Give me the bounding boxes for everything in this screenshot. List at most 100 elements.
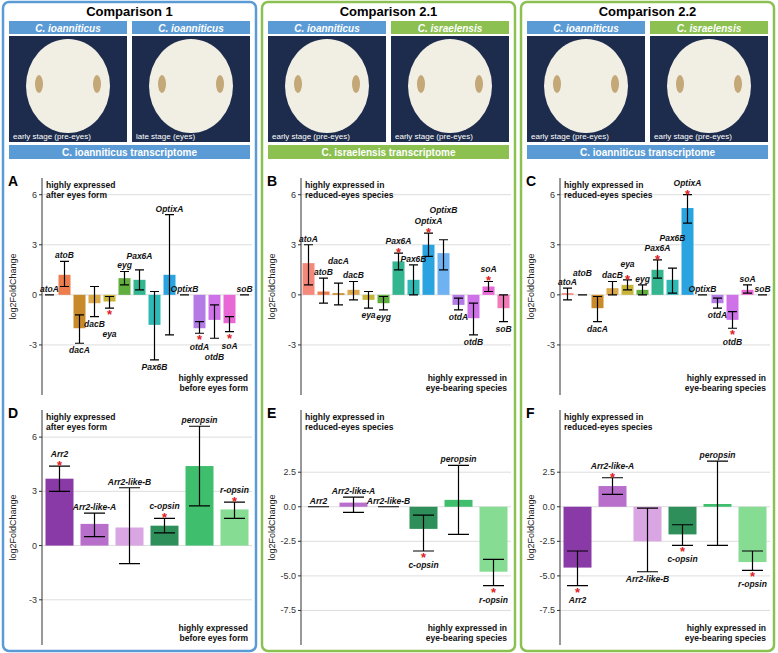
- category-label: eyg: [376, 312, 391, 322]
- error-bar: [304, 245, 313, 285]
- error-bar: [637, 508, 658, 572]
- category-label: OptixB: [430, 205, 458, 215]
- pigment: [93, 75, 101, 93]
- panel-letter: C: [526, 173, 536, 189]
- category-label: otdB: [205, 352, 224, 362]
- error-bar: [638, 285, 647, 295]
- category-label: atoA: [40, 284, 59, 294]
- species-box: [391, 21, 509, 34]
- species-label: C. ioanniticus: [158, 23, 224, 34]
- bar: [697, 294, 709, 295]
- error-bar: [135, 270, 144, 290]
- category-label: atoA: [299, 234, 318, 244]
- error-bar: [698, 294, 707, 295]
- annotation: highly expressed in: [305, 180, 384, 190]
- panel-title: Comparison 1: [86, 4, 173, 19]
- error-bar: [60, 261, 69, 286]
- error-bar: [180, 294, 189, 295]
- annotation: reduced-eyes species: [564, 422, 653, 432]
- error-bar: [593, 297, 602, 322]
- stage-label: early stage (pre-eyes): [395, 132, 473, 141]
- pigment: [475, 75, 483, 93]
- marks: [303, 233, 510, 335]
- y-axis-label: log2FoldChange: [526, 494, 536, 560]
- plot-background: [560, 410, 770, 645]
- category-label: soA: [480, 264, 496, 274]
- tick-label: 0: [32, 541, 37, 551]
- species-box: [650, 21, 768, 34]
- stage-label: early stage (pre-eyes): [13, 132, 91, 141]
- error-bar: [334, 283, 343, 305]
- pigment: [352, 75, 360, 93]
- error-bar: [349, 281, 358, 299]
- error-bar: [409, 265, 418, 295]
- annotation: highly expressed: [179, 373, 248, 383]
- figure: Comparison 1 C. ioanniticus early stage (p…: [0, 0, 778, 653]
- tick-label: 3: [32, 486, 37, 496]
- category-label: peropsin: [181, 415, 218, 425]
- grid-line: [42, 599, 252, 600]
- pigment: [294, 75, 302, 93]
- tick-label: -7.5: [539, 605, 555, 615]
- pigment: [734, 75, 742, 93]
- bar: [577, 294, 589, 295]
- error-bar: [413, 515, 434, 551]
- marks: [45, 215, 249, 360]
- grid-line: [560, 610, 770, 611]
- bar: [179, 294, 191, 295]
- tick-label: 0.0: [283, 502, 296, 512]
- tick-label: 0.0: [542, 502, 555, 512]
- error-bar: [84, 513, 105, 537]
- category-label: Pax6A: [386, 236, 412, 246]
- egg: [408, 39, 492, 133]
- category-label: Arr2: [309, 496, 328, 506]
- stage-label: early stage (pre-eyes): [272, 132, 350, 141]
- error-bar: [379, 297, 388, 310]
- bar: [375, 506, 403, 507]
- y-axis: [301, 178, 302, 395]
- error-bar: [150, 292, 159, 360]
- bar: [239, 294, 251, 295]
- plot-background: [560, 178, 770, 395]
- chart: -7.5-5.0-2.50.02.5highly expressed inred…: [526, 405, 770, 645]
- category-label: otdA: [449, 312, 468, 322]
- category-label: otdA: [190, 342, 209, 352]
- tick-label: -2.5: [280, 536, 296, 546]
- tick-label: -5.0: [539, 571, 555, 581]
- annotation: highly expressed in: [564, 412, 643, 422]
- chart: -7.5-5.0-2.50.02.5highly expressed inred…: [267, 405, 511, 645]
- category-label: r-opsin: [738, 579, 767, 589]
- grid-line: [560, 472, 770, 473]
- error-bar: [378, 506, 399, 507]
- error-bar: [189, 426, 210, 506]
- plot-background: [42, 178, 252, 395]
- category-label: eyg: [117, 260, 132, 270]
- marks: [564, 461, 767, 585]
- stage-label: late stage (eyes): [136, 132, 195, 141]
- category-label: Pax6A: [127, 251, 153, 261]
- tick-label: 0: [291, 290, 296, 300]
- egg: [26, 39, 110, 133]
- significance: *: [107, 307, 113, 322]
- annotation: before eyes form: [180, 633, 249, 643]
- category-label: peropsin: [440, 454, 477, 464]
- category-label: r-opsin: [479, 595, 508, 605]
- pigment: [611, 75, 619, 93]
- error-bar: [225, 317, 234, 332]
- annotation: eye-bearing species: [426, 633, 508, 643]
- panel-frame: [521, 2, 774, 651]
- error-bar: [668, 268, 677, 293]
- grid-line: [42, 244, 252, 245]
- error-bar: [75, 315, 84, 343]
- annotation: highly expressed in: [305, 412, 384, 422]
- chart: -3036highly expressedafter eyes formhigh…: [8, 405, 252, 645]
- error-bar: [165, 215, 174, 335]
- category-label: dacB: [343, 270, 364, 280]
- grid-line: [301, 610, 511, 611]
- error-bar: [343, 497, 364, 512]
- category-label: Arr2: [50, 449, 69, 459]
- panel-title: Comparison 2.2: [599, 4, 697, 19]
- category-label: Pax6A: [645, 243, 671, 253]
- species-label: C. ioanniticus: [35, 23, 101, 34]
- significance: *: [162, 510, 168, 525]
